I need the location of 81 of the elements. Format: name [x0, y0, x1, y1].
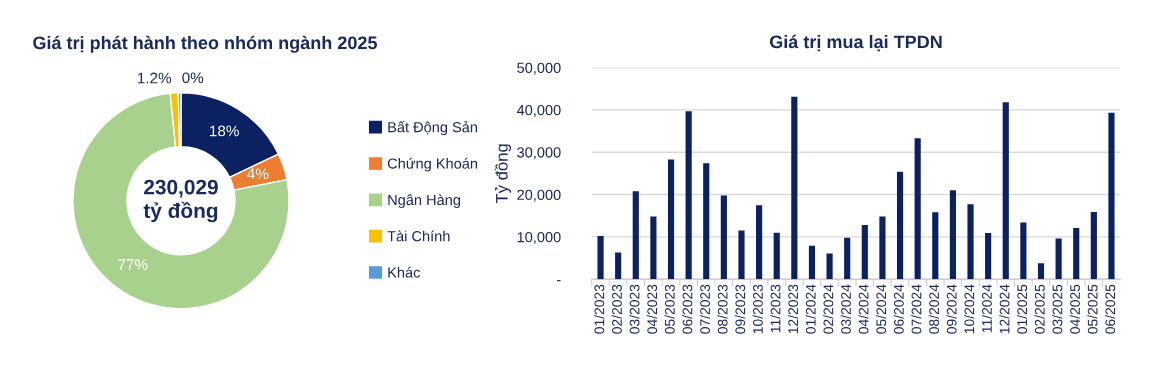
y-tick-label: 50,000: [517, 62, 561, 75]
bar: [650, 216, 657, 280]
bar: [1002, 102, 1009, 280]
x-tick-label: 11/2024: [981, 284, 992, 333]
bar: [1055, 238, 1062, 280]
data-label: 18%: [210, 125, 239, 137]
data-label: 77%: [118, 259, 148, 270]
chart-title: Giá trị phát hành theo nhóm ngành 2025: [33, 35, 377, 53]
donut-slice: [72, 92, 290, 310]
y-tick-label: 30,000: [517, 147, 561, 160]
chart-title: Giá trị mua lại TPDN: [769, 34, 942, 52]
x-tick-label: 08/2024: [928, 284, 940, 334]
x-tick-label: 06/2024: [893, 284, 904, 334]
bar: [879, 216, 886, 280]
x-tick-label: 05/2025: [1087, 284, 1098, 334]
bar: [1073, 227, 1080, 280]
legend-label: Chứng Khoán: [387, 157, 478, 172]
y-tick-label: 20,000: [517, 189, 561, 202]
y-tick-label: -: [556, 280, 561, 282]
x-tick-label: 04/2024: [858, 284, 869, 334]
bar: [1037, 263, 1045, 280]
x-tick-label: 02/2023: [611, 284, 622, 334]
bar: [844, 237, 851, 280]
bar: [791, 96, 798, 280]
x-tick-label: 11/2023: [770, 284, 781, 333]
x-tick-label: 03/2024: [840, 284, 851, 334]
bar: [667, 159, 675, 280]
x-tick-label: 10/2023: [752, 284, 763, 334]
x-tick-label: 09/2024: [946, 284, 957, 334]
bar: [773, 232, 780, 280]
x-tick-label: 02/2025: [1034, 284, 1045, 334]
legend-label: Ngân Hàng: [388, 194, 460, 208]
legend-label: Tài Chính: [387, 230, 450, 242]
x-tick-label: 12/2024: [999, 284, 1010, 334]
legend-label: Bất Động Sản: [388, 120, 478, 136]
x-tick-label: 12/2023: [787, 284, 799, 334]
bar: [703, 163, 710, 280]
text: 230,029 tỷ đồng: [143, 179, 218, 223]
x-tick-label: 01/2025: [1016, 284, 1028, 334]
bar: [685, 111, 692, 280]
data-label: 4%: [247, 168, 269, 180]
data-label: 0%: [182, 72, 204, 84]
data-label: 1.2%: [138, 72, 172, 84]
bar: [826, 253, 833, 280]
x-tick-label: 10/2024: [964, 284, 975, 334]
bar: [1108, 112, 1115, 280]
bar: [914, 138, 921, 280]
bar: [1020, 222, 1027, 280]
x-tick-label: 04/2025: [1069, 284, 1080, 334]
x-tick-label: 06/2023: [682, 284, 693, 334]
bar: [1090, 211, 1097, 280]
y-tick-label: 40,000: [516, 104, 561, 118]
bar: [615, 252, 622, 280]
bar: [756, 205, 763, 280]
x-tick-label: 04/2023: [646, 284, 658, 334]
x-tick-label: 07/2024: [911, 284, 922, 334]
x-tick-label: 06/2025: [1104, 284, 1116, 334]
x-tick-label: 03/2023: [629, 284, 640, 334]
bar: [597, 236, 604, 280]
bar: [738, 230, 745, 280]
x-tick-label: 08/2023: [717, 284, 728, 334]
legend-label: Khác: [388, 266, 421, 278]
bar: [949, 190, 956, 280]
bar: [720, 195, 727, 280]
y-axis-title: Tỷ đồng: [494, 144, 512, 204]
bar: [896, 171, 904, 280]
y-tick-label: 10,000: [517, 231, 561, 245]
x-tick-label: 07/2023: [699, 284, 710, 334]
x-tick-label: 02/2024: [823, 284, 834, 334]
x-tick-label: 09/2023: [735, 284, 746, 334]
bar: [808, 245, 816, 280]
x-tick-label: 01/2023: [594, 284, 605, 334]
bar: [967, 204, 974, 280]
bar: [861, 225, 868, 280]
x-tick-label: 05/2024: [875, 284, 887, 334]
x-tick-label: 03/2025: [1052, 284, 1063, 334]
bar: [632, 191, 639, 280]
x-tick-label: 01/2024: [805, 284, 816, 334]
x-tick-label: 05/2023: [664, 284, 675, 334]
bar: [932, 212, 939, 280]
bar: [985, 233, 992, 280]
